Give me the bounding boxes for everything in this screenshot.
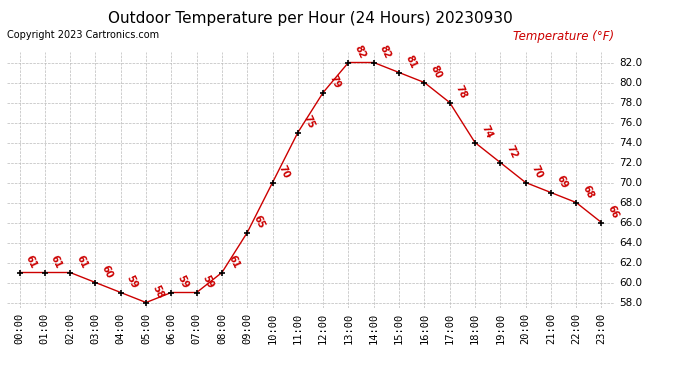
Text: 58: 58 <box>150 283 165 300</box>
Text: 82: 82 <box>378 43 393 60</box>
Text: 59: 59 <box>125 273 139 290</box>
Text: 61: 61 <box>49 253 63 270</box>
Text: 61: 61 <box>226 253 241 270</box>
Text: 79: 79 <box>327 73 342 90</box>
Text: 60: 60 <box>99 263 115 280</box>
Text: 59: 59 <box>201 273 215 290</box>
Text: 78: 78 <box>454 83 469 100</box>
Text: 74: 74 <box>479 123 494 140</box>
Text: Outdoor Temperature per Hour (24 Hours) 20230930: Outdoor Temperature per Hour (24 Hours) … <box>108 11 513 26</box>
Text: 70: 70 <box>530 163 544 180</box>
Text: Copyright 2023 Cartronics.com: Copyright 2023 Cartronics.com <box>7 30 159 40</box>
Text: 59: 59 <box>175 273 190 290</box>
Text: 66: 66 <box>606 203 620 220</box>
Text: 70: 70 <box>277 163 291 180</box>
Text: 80: 80 <box>428 63 444 80</box>
Text: 61: 61 <box>23 253 39 270</box>
Text: 75: 75 <box>302 113 317 130</box>
Text: 61: 61 <box>75 253 89 270</box>
Text: 82: 82 <box>353 43 368 60</box>
Text: 72: 72 <box>504 143 519 160</box>
Text: 65: 65 <box>251 213 266 230</box>
Text: 68: 68 <box>580 183 595 200</box>
Text: 81: 81 <box>403 53 418 70</box>
Text: 69: 69 <box>555 173 570 190</box>
Text: Temperature (°F): Temperature (°F) <box>513 30 614 43</box>
